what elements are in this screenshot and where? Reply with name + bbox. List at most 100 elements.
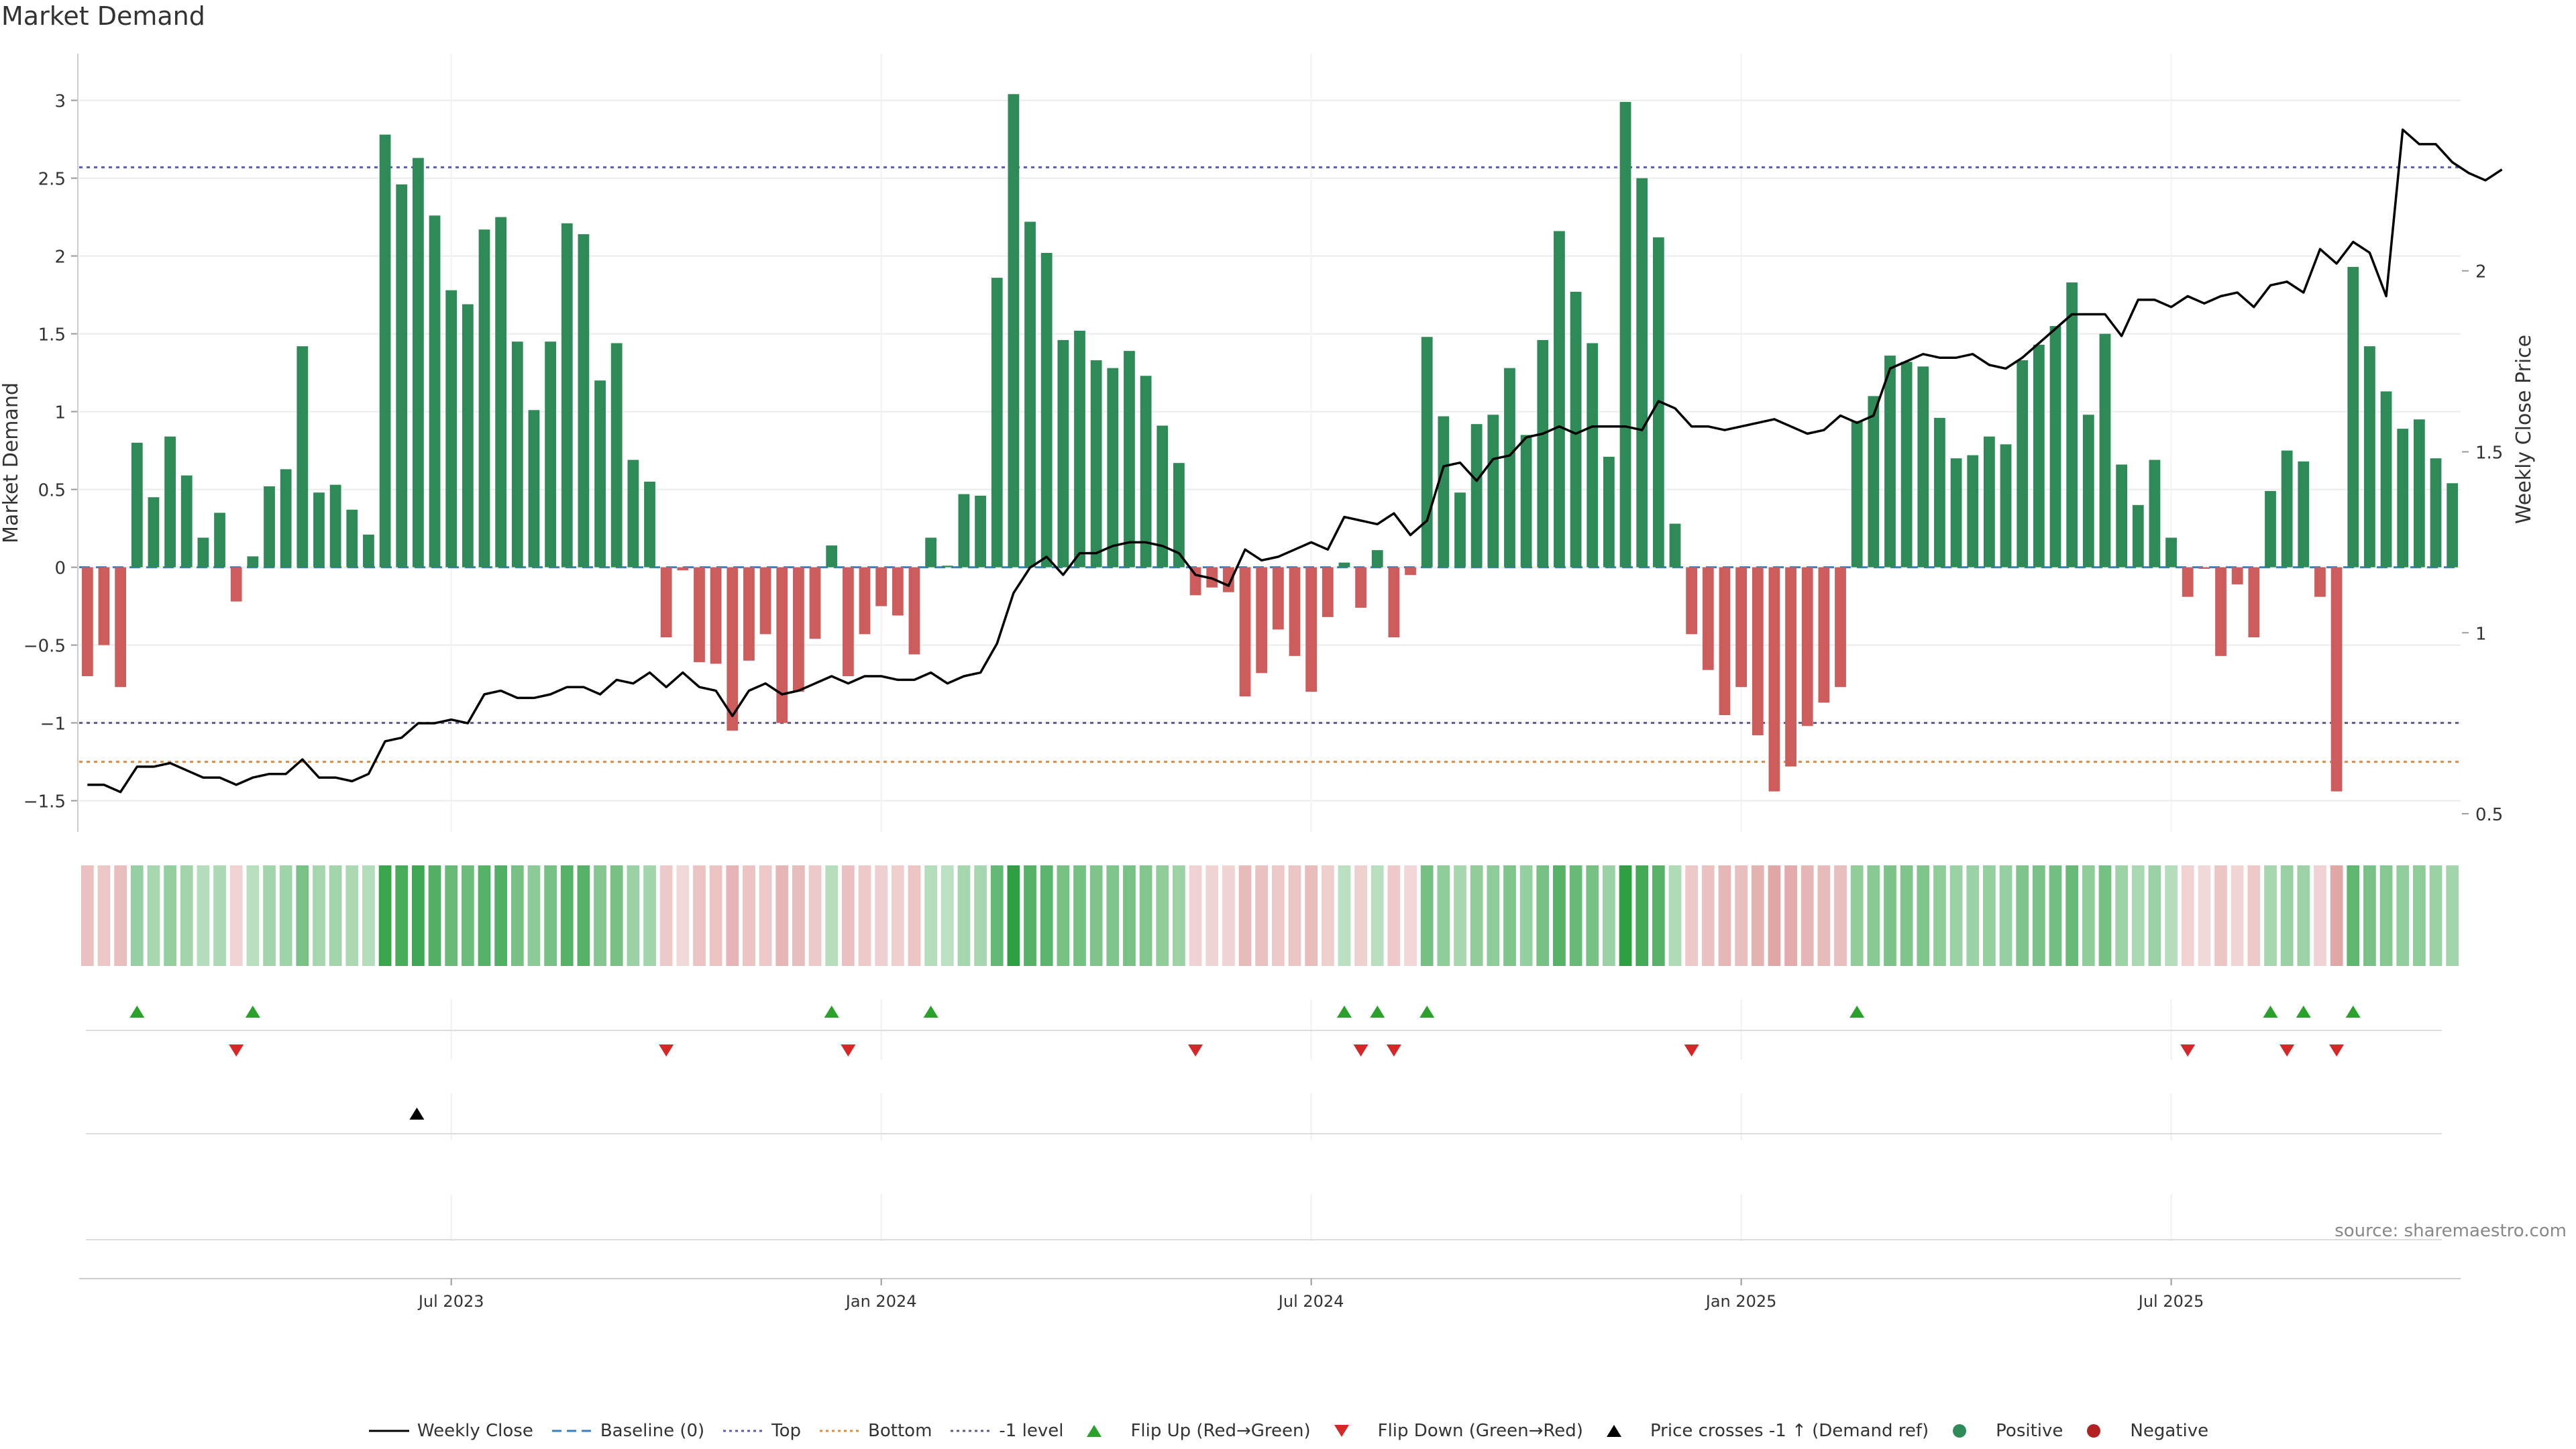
demand-bar (1470, 424, 1483, 568)
heat-cell (2347, 865, 2360, 966)
demand-bar (2447, 483, 2459, 568)
demand-bar (975, 495, 986, 568)
x-tick-label: Jan 2025 (1705, 1292, 1777, 1311)
x-tick-label: Jan 2024 (845, 1292, 917, 1311)
heat-cell (1057, 865, 1070, 966)
demand-bar (1719, 567, 1731, 715)
legend-label: Price crosses -1 ↑ (Demand ref) (1650, 1421, 1929, 1441)
heat-cell (1536, 865, 1550, 966)
demand-bar (1040, 252, 1053, 568)
flip-down-marker (2279, 1044, 2295, 1057)
heat-cell (1850, 865, 1864, 966)
triangle-up-icon (1087, 1425, 1102, 1437)
flip-down-marker (1386, 1044, 1401, 1057)
heat-cell (2098, 865, 2112, 966)
demand-bar (1752, 567, 1764, 736)
heat-cell (1454, 865, 1466, 966)
close-price-line (87, 128, 2503, 794)
heat-cell (395, 865, 409, 966)
heat-cell (1933, 865, 1946, 966)
heat-cell (461, 865, 474, 966)
heat-cell (1768, 865, 1781, 966)
demand-bar (297, 346, 309, 568)
demand-bar (197, 537, 209, 568)
heat-cell (1735, 865, 1748, 966)
demand-bar (1338, 562, 1350, 568)
demand-bar (379, 134, 391, 568)
x-axis: Jul 2023 Jan 2024 Jul 2024 Jan 2025 Jul 2025 (79, 1194, 2461, 1311)
heat-cell (511, 865, 524, 966)
demand-bar (1272, 567, 1284, 630)
chart-title: Market Demand (1, 1, 205, 31)
triangle-down-icon (1334, 1425, 1349, 1437)
demand-bar (2281, 450, 2293, 568)
demand-bar (710, 567, 722, 664)
legend-item-weekly-close: Weekly Close (368, 1421, 533, 1441)
demand-bar (214, 513, 225, 568)
heat-cell (1949, 865, 1963, 966)
heat-cell (2165, 865, 2178, 966)
dot-green-icon (1953, 1424, 1967, 1438)
demand-bar (2198, 567, 2210, 569)
legend-label: Positive (1996, 1421, 2063, 1441)
demand-bar (2082, 415, 2094, 568)
heat-cell (2379, 865, 2393, 966)
demand-bar (2265, 490, 2276, 568)
flip-up-marker (1419, 1006, 1435, 1018)
heat-cell (329, 865, 342, 966)
source-note: source: sharemaestro.com (2334, 1221, 2567, 1241)
legend: Weekly Close Baseline (0) Top Bottom -1 … (0, 1421, 2576, 1441)
heat-cell (1470, 865, 1483, 966)
legend-line-bottom-icon (820, 1430, 861, 1432)
legend-label: -1 level (999, 1421, 1064, 1441)
demand-bar (247, 556, 259, 568)
heat-cell (676, 865, 690, 966)
demand-bar (826, 545, 838, 568)
heat-cell (213, 865, 226, 966)
heat-cell (80, 865, 94, 966)
y-tick-label: 2.5 (38, 170, 66, 190)
heat-cell (693, 865, 706, 966)
heat-cell (345, 865, 359, 966)
demand-bar (1950, 458, 1962, 568)
demand-bar (148, 497, 160, 568)
heat-cell (1603, 865, 1615, 966)
heat-cell (2115, 865, 2128, 966)
heat-cell (1139, 865, 1152, 966)
demand-bar (2033, 344, 2045, 568)
demand-bars (81, 94, 2459, 792)
heat-cell (197, 865, 210, 966)
demand-bar (329, 484, 341, 568)
demand-bar (908, 567, 920, 655)
demand-bar (776, 567, 788, 723)
demand-bar (859, 567, 871, 635)
heat-cell (2297, 865, 2310, 966)
heat-cell (1305, 865, 1318, 966)
heat-cell (1917, 865, 1930, 966)
price-cross-markers (86, 1093, 2442, 1140)
demand-bar (131, 443, 143, 568)
heat-cell (775, 865, 789, 966)
demand-bar (363, 534, 374, 568)
flip-down-marker (1353, 1044, 1368, 1057)
demand-bar (677, 567, 689, 571)
demand-bar (2066, 282, 2078, 568)
heat-cell (147, 865, 160, 966)
demand-bar (1074, 330, 1085, 568)
demand-bar (413, 158, 424, 568)
heat-cell (1801, 865, 1814, 966)
legend-item-minus-one: -1 level (949, 1421, 1063, 1441)
demand-bar (2149, 460, 2161, 568)
triangle-up-black-icon (1606, 1425, 1621, 1437)
heat-cell (990, 865, 1004, 966)
demand-bar (264, 486, 275, 568)
flip-up-marker (245, 1006, 260, 1018)
heat-cell (2396, 865, 2410, 966)
demand-bar (1222, 567, 1234, 592)
heat-cell (2280, 865, 2294, 966)
weekly-close-line (87, 128, 2503, 794)
demand-bar (2314, 567, 2326, 597)
heat-cell (891, 865, 904, 966)
demand-bar (1818, 567, 1830, 703)
